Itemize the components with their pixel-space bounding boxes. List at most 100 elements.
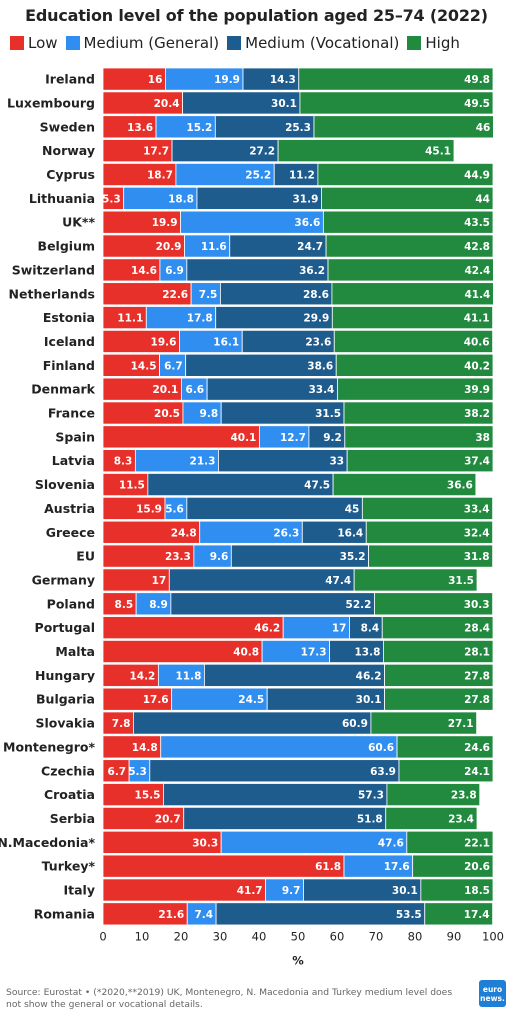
bar-medium-vocational	[186, 496, 363, 520]
category-label: Slovakia	[36, 716, 96, 731]
category-label: Netherlands	[9, 286, 95, 301]
data-label: 31.5	[448, 575, 474, 587]
bar-high	[353, 568, 478, 592]
bar-high	[343, 401, 494, 425]
legend-item-medium-general: Medium (General)	[65, 34, 219, 52]
data-label: 49.5	[464, 98, 490, 110]
category-label: Turkey*	[42, 859, 96, 874]
data-label: 6.6	[186, 384, 205, 396]
category-label: France	[48, 406, 95, 421]
data-label: 23.4	[448, 813, 474, 825]
bar-high	[384, 687, 494, 711]
data-label: 15.9	[136, 503, 162, 515]
bar-high	[322, 210, 494, 234]
x-tick-label: 0	[99, 930, 106, 944]
data-label: 16.1	[213, 336, 239, 348]
data-label: 41.1	[464, 313, 490, 325]
data-label: 5.3	[102, 193, 121, 205]
data-label: 20.9	[156, 241, 182, 253]
legend-swatch-medium-general	[65, 36, 80, 50]
data-label: 20.1	[152, 384, 178, 396]
data-label: 27.8	[464, 694, 490, 706]
data-label: 5.6	[165, 503, 184, 515]
data-label: 63.9	[370, 766, 396, 778]
bar-high	[346, 449, 494, 473]
data-label: 21.6	[158, 909, 184, 921]
data-label: 20.6	[464, 861, 490, 873]
data-label: 24.8	[171, 527, 197, 539]
data-label: 36.6	[294, 217, 320, 229]
category-label: Romania	[34, 906, 95, 921]
legend-label-medium-vocational: Medium (Vocational)	[245, 34, 400, 52]
source-note: Source: Eurostat • (*2020,**2019) UK, Mo…	[6, 987, 453, 1010]
data-label: 12.7	[280, 432, 306, 444]
data-label: 30.1	[271, 98, 297, 110]
data-label: 31.8	[464, 551, 490, 563]
category-label: Hungary	[35, 668, 95, 683]
data-label: 17.6	[384, 861, 410, 873]
data-label: 15.5	[135, 790, 161, 802]
data-label: 30.3	[464, 599, 490, 611]
legend-item-high: High	[407, 34, 460, 52]
bar-high	[333, 329, 494, 353]
data-label: 24.6	[464, 742, 490, 754]
data-label: 37.4	[464, 456, 490, 468]
data-label: 61.8	[315, 861, 341, 873]
bar-medium-vocational	[149, 759, 400, 783]
data-label: 25.2	[245, 170, 271, 182]
data-label: 52.2	[346, 599, 372, 611]
legend-label-high: High	[425, 34, 460, 52]
chart-title: Education level of the population aged 2…	[25, 6, 488, 25]
logo-line-1: euro	[482, 984, 503, 994]
data-label: 46.2	[254, 623, 280, 635]
data-label: 40.2	[464, 360, 490, 372]
category-label: Latvia	[52, 453, 95, 468]
bar-high	[381, 616, 494, 640]
bar-high	[313, 115, 494, 139]
x-tick-label: 30	[213, 930, 228, 944]
data-label: 42.8	[464, 241, 490, 253]
data-label: 20.7	[155, 813, 181, 825]
bar-high	[383, 640, 494, 664]
legend-label-low: Low	[28, 34, 58, 52]
data-label: 14.6	[131, 265, 157, 277]
data-label: 13.6	[127, 122, 153, 134]
category-label: UK**	[62, 215, 95, 230]
category-label: Austria	[44, 501, 95, 516]
x-axis-label: %	[292, 954, 304, 968]
data-label: 19.6	[151, 336, 177, 348]
logo-line-2: news.	[480, 993, 505, 1003]
data-label: 46	[476, 122, 491, 134]
legend-swatch-high	[407, 36, 422, 50]
data-label: 32.4	[464, 527, 490, 539]
data-label: 30.1	[356, 694, 382, 706]
category-label: Slovenia	[35, 477, 95, 492]
data-label: 47.5	[304, 480, 330, 492]
data-label: 31.5	[315, 408, 341, 420]
bar-low	[102, 854, 345, 878]
data-label: 7.4	[194, 909, 213, 921]
data-label: 18.5	[464, 885, 490, 897]
legend-swatch-low	[10, 36, 24, 50]
data-label: 17	[332, 623, 347, 635]
category-label: EU	[76, 549, 95, 564]
category-label: Malta	[55, 644, 95, 659]
data-label: 9.2	[323, 432, 342, 444]
data-label: 47.6	[378, 837, 404, 849]
bar-high	[299, 91, 494, 115]
data-label: 11.5	[119, 480, 145, 492]
bar-medium-vocational	[133, 711, 372, 735]
bar-high	[332, 473, 477, 497]
data-label: 33	[330, 456, 345, 468]
x-tick-label: 40	[252, 930, 267, 944]
data-label: 46.2	[356, 670, 382, 682]
data-label: 43.5	[464, 217, 490, 229]
bar-high	[374, 592, 494, 616]
x-tick-label: 20	[174, 930, 189, 944]
data-label: 30.3	[192, 837, 218, 849]
data-label: 23.3	[165, 551, 191, 563]
x-tick-label: 60	[330, 930, 345, 944]
data-label: 17.6	[143, 694, 169, 706]
data-label: 15.2	[186, 122, 212, 134]
data-label: 33.4	[464, 503, 490, 515]
